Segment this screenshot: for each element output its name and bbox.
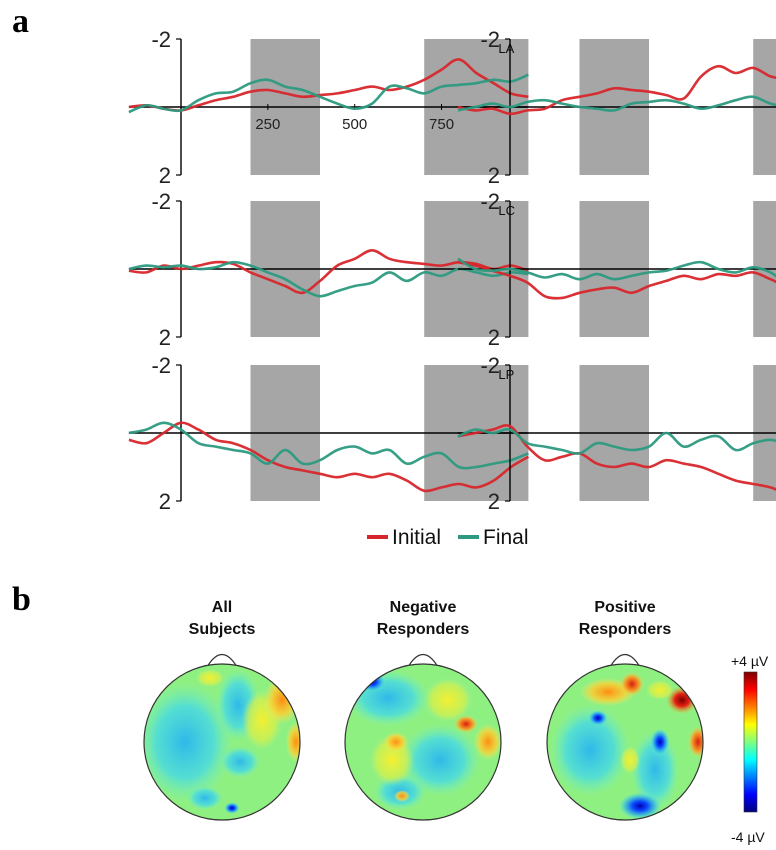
series-line-final [457,257,776,281]
x-tick-label: 250 [255,116,280,133]
blob-orange [394,790,410,802]
erp-subplot-rp: -22RP [457,353,776,514]
series-line-final [457,427,776,455]
x-tick-label: 750 [429,116,454,133]
y-tick-label: 2 [488,163,500,188]
region-label: LP [498,367,514,382]
series-line-final [128,73,529,114]
blob-blue [220,746,260,778]
blob-blue [588,710,608,726]
blob-red [688,726,703,758]
series-line-initial [457,64,776,116]
topomap-negative-responders [344,653,502,821]
x-tick-label: 500 [342,116,367,133]
series-line-initial [128,58,529,112]
panel-b-label: b [12,581,31,618]
blob-orange [384,732,408,752]
panel-a-label: a [12,3,29,40]
y-tick-label: -2 [151,353,171,378]
blob-blue [187,786,223,810]
blob-blue [618,792,662,820]
legend-final-label: Final [483,526,529,549]
colorbar-min-label: -4 µV [731,829,765,845]
y-tick-label: -2 [480,353,500,378]
blob-blue [358,672,386,692]
series-line-initial [457,424,776,491]
region-label: LC [498,203,515,218]
y-tick-label: 2 [159,325,171,350]
blob-red [620,672,644,696]
blob-cyan [400,724,480,796]
colorbar-max-label: +4 µV [731,653,769,669]
y-tick-label: -2 [480,27,500,52]
y-tick-label: 2 [488,489,500,514]
y-tick-label: 2 [159,163,171,188]
blob-blue [224,802,240,814]
blob-yellow [620,746,640,774]
blob-orange [264,676,300,724]
erp-subplot-ra: -22RA [457,27,776,188]
blob-yellow [196,669,224,687]
series-line-final [128,421,529,470]
blob-orange [286,722,300,762]
series-line-initial [128,421,530,493]
colorbar: +4 µV -4 µV [731,653,769,845]
map-title-negative-line1: Negative [390,599,457,616]
map-title-positive-line1: Positive [594,599,655,616]
map-title-negative-line2: Responders [377,621,470,638]
legend: Initial Final [367,526,529,549]
legend-initial-label: Initial [392,526,441,549]
y-tick-label: -2 [151,27,171,52]
y-tick-label: 2 [488,325,500,350]
map-title-positive-line2: Responders [579,621,672,638]
blob-yellow [424,678,472,722]
map-title-all-line1: All [212,599,232,616]
topomap-all-subjects [143,653,301,821]
series-line-initial [457,260,776,300]
blob-red [454,715,478,733]
blob-orange [474,724,501,760]
y-tick-label: -2 [151,189,171,214]
y-tick-label: -2 [480,189,500,214]
y-tick-label: 2 [159,489,171,514]
region-label: LA [498,41,514,56]
map-title-all-line2: Subjects [189,621,256,638]
blob-blue [650,728,670,756]
erp-subplot-rc: -22RC [457,189,776,350]
topomap-positive-responders [546,653,704,821]
blob-yellow [646,680,674,700]
series-line-final [457,95,776,112]
blob-cyan [550,704,630,796]
blob-cyan [144,682,233,802]
colorbar-gradient [743,671,758,813]
